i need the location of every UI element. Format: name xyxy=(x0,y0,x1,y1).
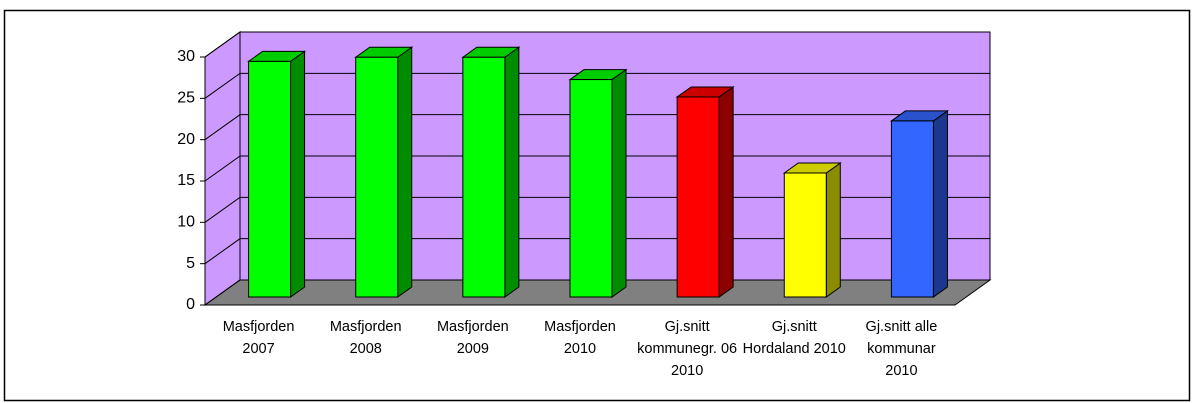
y-tick-label: 25 xyxy=(177,90,195,107)
x-tick-label: Gj.snitt kommunegr. 06 2010 xyxy=(637,319,738,379)
x-tick-label: Masfjorden 2010 xyxy=(544,319,616,357)
x-tick-label: Gj.snitt alle kommunar 2010 xyxy=(865,319,938,379)
bar xyxy=(355,56,399,298)
bar xyxy=(890,120,934,298)
bar-side xyxy=(504,46,520,298)
y-tick-label: 30 xyxy=(177,48,195,65)
grid-line xyxy=(204,279,990,306)
bar-side xyxy=(718,85,734,298)
grid-line xyxy=(204,155,990,182)
bar-side xyxy=(825,162,841,298)
grid-line xyxy=(204,114,990,141)
x-tick-label: Gj.snitt Hordaland 2010 xyxy=(742,319,846,357)
x-tick-label: Masfjorden 2007 xyxy=(222,319,295,357)
y-tick-label: 10 xyxy=(177,214,195,231)
bar-side xyxy=(611,68,627,298)
bar-side xyxy=(397,46,413,298)
bar xyxy=(676,96,720,298)
x-tick-label: Masfjorden 2009 xyxy=(436,319,509,357)
bar-side xyxy=(290,50,306,298)
y-tick-label: 5 xyxy=(186,255,195,272)
grid-line xyxy=(204,196,990,223)
y-tick-label: 0 xyxy=(186,296,195,313)
bar xyxy=(248,60,292,298)
bar xyxy=(569,79,613,298)
grid-line xyxy=(204,238,990,265)
grid-line xyxy=(204,72,990,99)
x-tick-label: Masfjorden 2008 xyxy=(329,319,402,357)
bar xyxy=(462,56,506,298)
grid-line xyxy=(204,31,990,58)
y-tick-label: 20 xyxy=(177,131,195,148)
y-tick-label: 15 xyxy=(177,172,195,189)
bar-side xyxy=(932,109,948,298)
bar xyxy=(783,172,827,298)
